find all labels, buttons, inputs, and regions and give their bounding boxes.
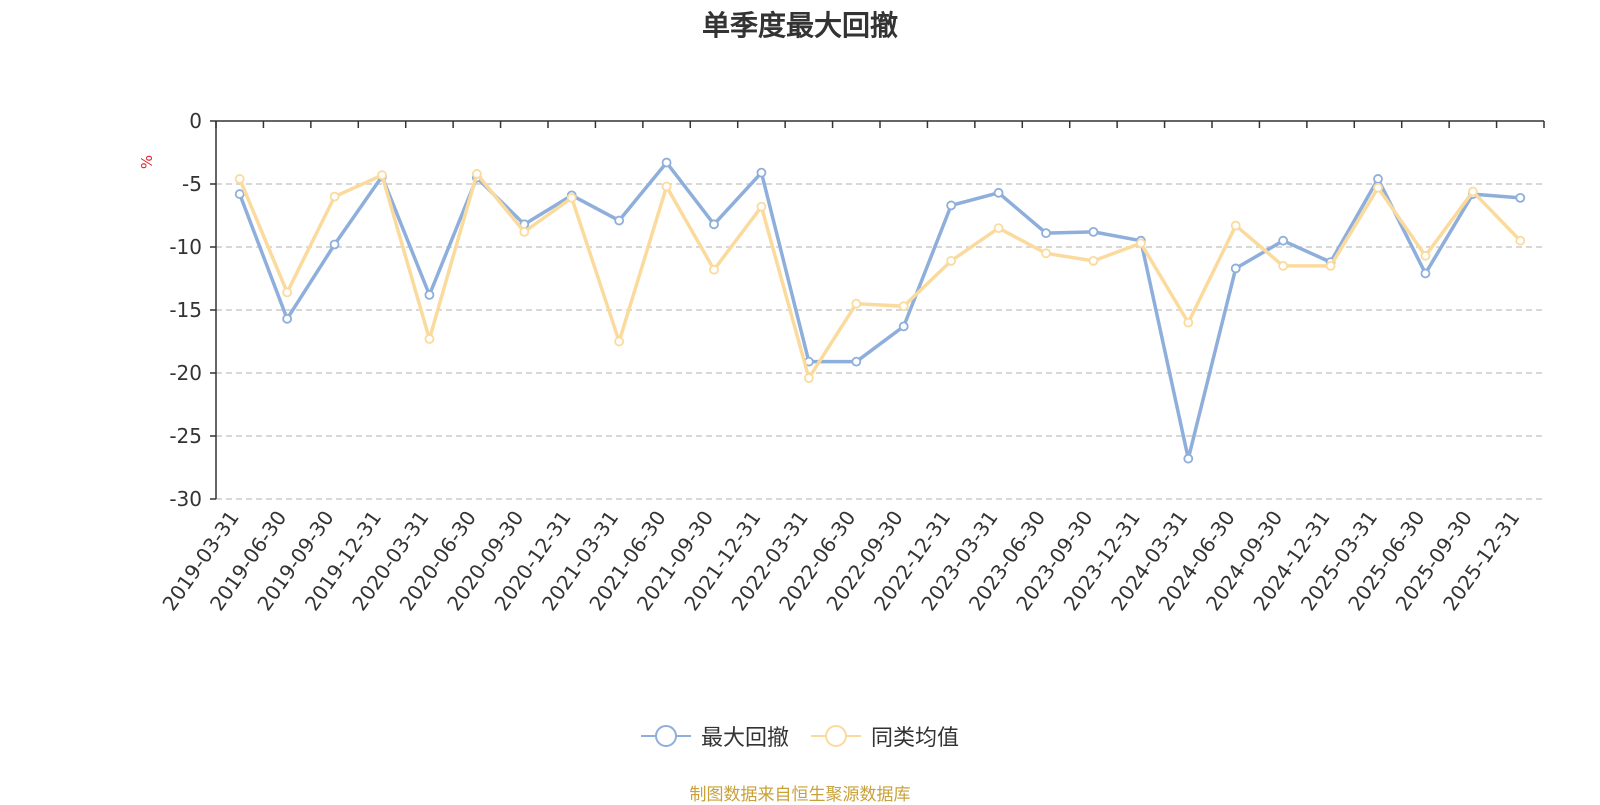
y-tick-label: 0	[189, 109, 202, 133]
axes	[210, 120, 1545, 500]
data-point	[709, 219, 719, 230]
series-line	[238, 172, 1522, 380]
data-point	[993, 223, 1004, 234]
series-1	[234, 169, 1526, 383]
legend-item[interactable]: 同类均值	[811, 720, 959, 752]
data-point	[566, 192, 577, 203]
data-point	[424, 334, 435, 344]
data-point	[282, 313, 293, 324]
data-point	[803, 373, 814, 383]
data-point	[282, 287, 293, 298]
y-tick-label: -30	[169, 487, 202, 511]
legend: 最大回撤 同类均值	[0, 720, 1600, 752]
data-point	[1278, 260, 1289, 271]
legend-label: 同类均值	[871, 726, 960, 751]
data-point	[377, 170, 387, 181]
series-line	[238, 160, 1521, 461]
series-lines	[234, 157, 1526, 464]
y-tick-label: -15	[169, 298, 202, 322]
data-point	[1373, 182, 1383, 193]
data-point	[1278, 235, 1289, 246]
data-point	[614, 215, 625, 226]
data-point	[1420, 268, 1431, 279]
data-point	[1183, 317, 1194, 328]
data-point	[614, 336, 625, 347]
data-point	[946, 255, 957, 266]
grid-lines	[216, 183, 1544, 500]
data-point	[471, 169, 482, 179]
data-point	[1041, 248, 1051, 259]
legend-swatch-icon	[640, 725, 691, 747]
y-tick-label: -25	[169, 424, 202, 448]
y-tick-label: -5	[182, 172, 202, 196]
data-point	[329, 191, 340, 202]
data-point	[756, 201, 767, 212]
legend-label: 最大回撤	[700, 726, 789, 751]
data-point	[946, 200, 957, 211]
data-point	[329, 239, 340, 250]
data-point	[1230, 263, 1241, 274]
data-point	[234, 174, 245, 184]
data-point	[1373, 174, 1383, 184]
legend-item[interactable]: 最大回撤	[640, 720, 789, 752]
data-source-note: 制图数据来自恒生聚源数据库	[689, 785, 911, 805]
data-point	[898, 321, 909, 332]
data-point	[1515, 192, 1526, 203]
y-axis-unit-label: %	[138, 155, 156, 169]
data-point	[756, 167, 767, 178]
data-point	[519, 226, 530, 237]
data-point	[1135, 238, 1146, 249]
data-point	[1041, 228, 1051, 239]
data-point	[898, 301, 909, 312]
data-point	[1467, 186, 1478, 197]
data-point	[851, 298, 862, 309]
chart-title: 单季度最大回撤	[701, 9, 898, 42]
data-point	[661, 181, 672, 192]
data-point	[1230, 220, 1241, 231]
y-tick-label: -10	[169, 235, 202, 259]
data-point	[424, 289, 435, 300]
data-point	[234, 189, 245, 199]
y-tick-label: -20	[169, 361, 202, 385]
legend-swatch-icon	[811, 725, 861, 747]
data-point	[1515, 235, 1526, 246]
data-point	[1325, 260, 1336, 271]
data-point	[1088, 255, 1099, 266]
data-point	[1420, 250, 1431, 261]
data-point	[661, 157, 672, 168]
data-point	[1183, 453, 1194, 464]
data-point	[1088, 226, 1099, 237]
data-point	[993, 187, 1004, 198]
data-point	[709, 264, 719, 275]
data-point	[851, 356, 862, 367]
